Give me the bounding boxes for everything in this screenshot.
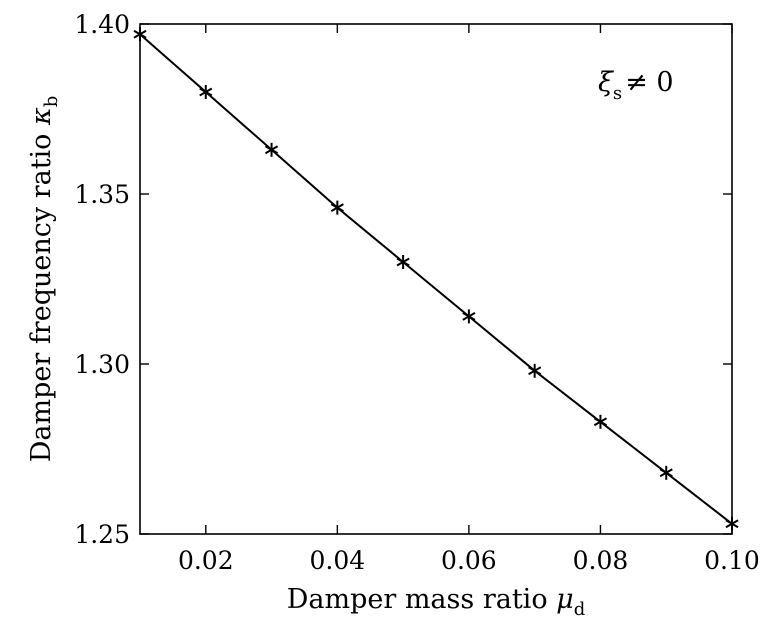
annotation-rest: ≠ 0 [625, 67, 673, 98]
y-axis-label-sub: b [41, 96, 62, 108]
data-point-marker [462, 309, 476, 324]
data-point-marker [725, 516, 739, 531]
data-point-marker [330, 200, 344, 215]
plot-frame [139, 23, 733, 535]
y-axis-label: Damper frequency ratio κb [26, 96, 62, 463]
x-axis-label-sub: d [574, 599, 586, 620]
series-line [139, 33, 733, 525]
annotation: ξs ≠ 0 [598, 67, 674, 104]
y-tick-label: 1.40 [74, 10, 130, 39]
data-point-marker [199, 85, 213, 99]
data-point-marker [133, 27, 147, 42]
annotation-symbol: ξ [598, 67, 614, 98]
x-tick-label: 0.02 [178, 546, 234, 575]
data-point-marker [528, 363, 542, 378]
y-axis-label-text: Damper frequency ratio [26, 134, 57, 463]
data-point-marker [593, 414, 608, 429]
y-tick-label: 1.30 [74, 350, 130, 379]
axis-ticks: 0.02 0.04 0.06 0.08 0.10 1.25 1.30 1.35 1.40 [74, 10, 760, 575]
x-tick-label: 0.10 [704, 546, 760, 575]
series-group [133, 27, 739, 531]
x-axis-label-text: Damper mass ratio [287, 584, 548, 615]
x-axis-label-symbol: μ [556, 584, 574, 615]
y-tick-label: 1.35 [74, 180, 130, 209]
x-tick-label: 0.08 [573, 546, 629, 575]
x-tick-label: 0.04 [309, 546, 365, 575]
data-point-marker [396, 255, 410, 269]
y-axis-label-symbol: κ [26, 107, 57, 126]
annotation-sub: s [613, 83, 622, 104]
data-point-marker [264, 142, 279, 157]
x-axis-label: Damper mass ratio μd [287, 584, 586, 620]
x-tick-label: 0.06 [441, 546, 497, 575]
y-tick-label: 1.25 [74, 520, 130, 549]
data-point-marker [659, 465, 673, 480]
